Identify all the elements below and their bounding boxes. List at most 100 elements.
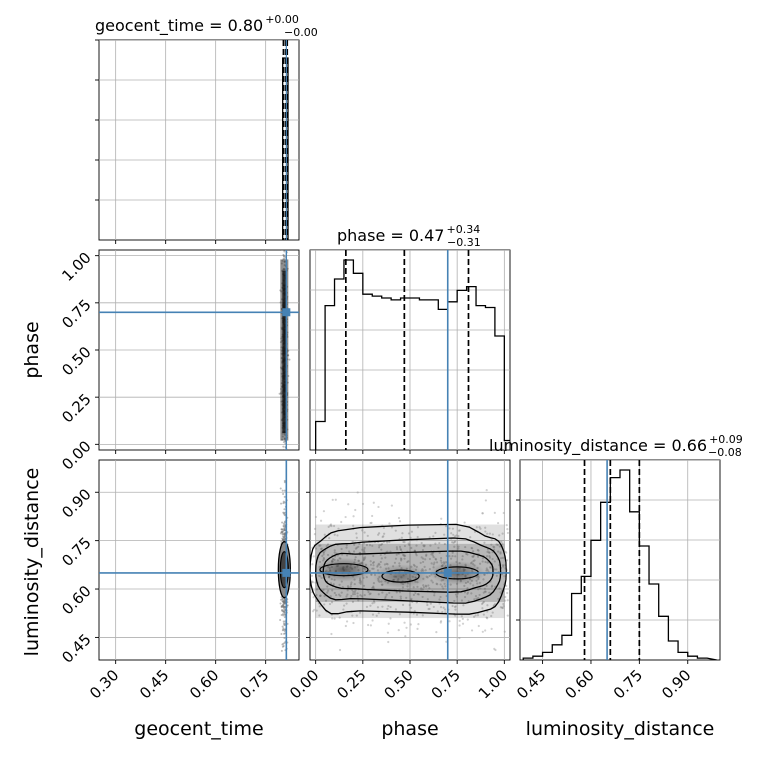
sample-point [369, 604, 372, 607]
y-tick-label-luminosity-distance: 0.45 [58, 630, 94, 666]
sample-point [315, 609, 318, 612]
sample-point [428, 536, 431, 539]
sample-point [283, 489, 286, 492]
sample-point [409, 623, 412, 626]
sample-point [329, 524, 332, 527]
sample-point [336, 534, 339, 537]
sample-point [488, 556, 492, 559]
sample-point [283, 611, 286, 614]
sample-point [386, 550, 389, 553]
sample-point [465, 552, 468, 555]
sample-point [453, 599, 456, 603]
sample-point [407, 560, 410, 563]
sample-point [416, 627, 419, 631]
sample-point [283, 527, 286, 530]
sample-point [334, 498, 337, 501]
sample-point [506, 531, 510, 535]
sample-point [499, 552, 502, 555]
sample-point [347, 550, 351, 553]
sample-point [435, 561, 439, 564]
sample-point [326, 543, 330, 546]
sample-point [400, 548, 403, 552]
sample-point [453, 545, 456, 548]
quantile-luminosity-distance-group [583, 460, 641, 660]
contour-peak-1 [381, 569, 420, 583]
sample-point [370, 573, 373, 576]
sample-point [470, 546, 473, 550]
sample-point [389, 617, 392, 620]
sample-point [278, 392, 281, 395]
sample-point [486, 617, 489, 620]
sample-point [365, 605, 369, 608]
density-peak-1 [372, 564, 429, 589]
sample-point [280, 649, 283, 652]
sample-point [499, 606, 502, 609]
sample-point [412, 593, 415, 596]
sample-point [472, 584, 475, 587]
sample-point [472, 615, 476, 618]
sample-point [352, 590, 355, 593]
sample-point [315, 588, 319, 591]
sample-point [419, 561, 422, 564]
sample-point [439, 620, 443, 623]
sample-point [355, 536, 358, 539]
sample-point [282, 613, 285, 616]
sample-point [428, 557, 432, 561]
sample-point [485, 567, 488, 570]
sample-point [371, 613, 375, 616]
sample-point [283, 479, 286, 482]
sample-point [279, 602, 282, 605]
sample-point [500, 573, 504, 576]
sample-point [315, 593, 318, 597]
sample-point [398, 613, 401, 616]
sample-point [454, 593, 458, 596]
sample-point [466, 592, 469, 595]
sample-point [282, 620, 285, 623]
sample-point [385, 562, 388, 565]
sample-point [311, 563, 314, 566]
sample-point [401, 603, 405, 606]
gridlines-p11 [315, 250, 505, 450]
sample-point [425, 554, 428, 557]
sample-point [457, 545, 460, 548]
sample-point [403, 557, 406, 560]
sample-point [477, 596, 480, 600]
sample-point [416, 585, 419, 588]
sample-point [399, 557, 403, 560]
quantile-phase-group [344, 250, 470, 450]
scatter-luminosity-vs-phase [310, 489, 510, 652]
sample-point [356, 592, 359, 595]
sample-point [333, 617, 336, 620]
sample-point [413, 610, 416, 613]
sample-point [322, 588, 325, 591]
sample-point [494, 648, 497, 652]
sample-point [501, 532, 504, 535]
sample-point [282, 477, 284, 479]
sample-point [439, 595, 442, 599]
sample-point [281, 528, 284, 531]
sample-point [502, 565, 505, 568]
sample-point [283, 613, 286, 616]
sample-point [350, 581, 353, 584]
x-tick-label-luminosity-distance: 0.60 [561, 666, 597, 702]
sample-point [458, 636, 461, 640]
sample-point [491, 557, 494, 561]
sample-point [451, 541, 454, 544]
sample-point [340, 520, 343, 524]
sample-point [372, 501, 375, 504]
sample-point [443, 533, 446, 536]
sample-point [282, 525, 285, 528]
sample-point [359, 594, 362, 597]
sample-point [438, 551, 441, 554]
sample-point [484, 530, 487, 533]
sample-point [437, 546, 440, 549]
x-tick-label-luminosity-distance: 0.75 [610, 666, 646, 702]
sample-point [471, 547, 474, 550]
sample-point [502, 511, 505, 515]
sample-point [378, 544, 381, 547]
sample-point [445, 640, 448, 643]
sample-point [483, 587, 487, 590]
sample-point [286, 247, 288, 249]
sample-point [463, 521, 466, 524]
sample-point [448, 527, 451, 530]
